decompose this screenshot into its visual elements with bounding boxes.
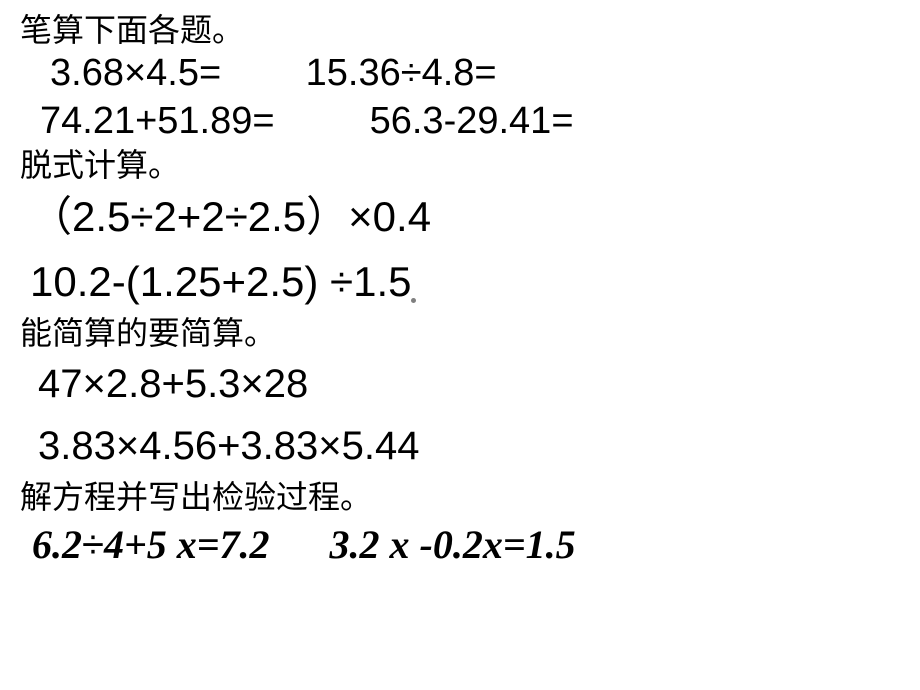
section2-expr2: 10.2-(1.25+2.5) ÷1.5 [20, 250, 900, 313]
s1-prob3: 74.21+51.89= [40, 100, 275, 142]
s2-expr1-tail: ×0.4 [348, 193, 431, 240]
fullwidth-paren-close: ） [306, 195, 348, 241]
section3-expr1: 47×2.8+5.3×28 [20, 353, 900, 415]
section2-expr1: （2.5÷2+2÷2.5）×0.4 [20, 185, 900, 250]
worksheet-page: 笔算下面各题。 3.68×4.5= 15.36÷4.8= 74.21+51.89… [0, 0, 920, 593]
section4-title: 解方程并写出检验过程。 [20, 477, 900, 517]
s1-prob1: 3.68×4.5= [50, 52, 221, 94]
center-dot-icon [411, 298, 416, 303]
section1-row1: 3.68×4.5= 15.36÷4.8= [20, 50, 900, 98]
section4-equations: 6.2÷4+5 x=7.2 3.2 x -0.2x=1.5 [20, 517, 900, 573]
section2-title: 脱式计算。 [20, 145, 900, 185]
section1-title: 笔算下面各题。 [20, 10, 900, 50]
divide-sign: ÷ [82, 523, 104, 567]
eq-gap [270, 522, 330, 567]
eq2: 3.2 x -0.2x=1.5 [330, 522, 576, 567]
fullwidth-paren-open: （ [30, 195, 72, 241]
section3-expr2: 3.83×4.56+3.83×5.44 [20, 415, 900, 477]
s1-prob2: 15.36÷4.8= [306, 52, 497, 94]
section3-title: 能简算的要简算。 [20, 313, 900, 353]
eq1-lhs-a: 6.2 [32, 522, 82, 567]
eq1-rest: 4+5 x=7.2 [104, 522, 270, 567]
s2-expr1-body: 2.5÷2+2÷2.5 [72, 193, 306, 240]
s1-prob4: 56.3-29.41= [370, 100, 574, 142]
section1-row2: 74.21+51.89= 56.3-29.41= [20, 98, 900, 146]
